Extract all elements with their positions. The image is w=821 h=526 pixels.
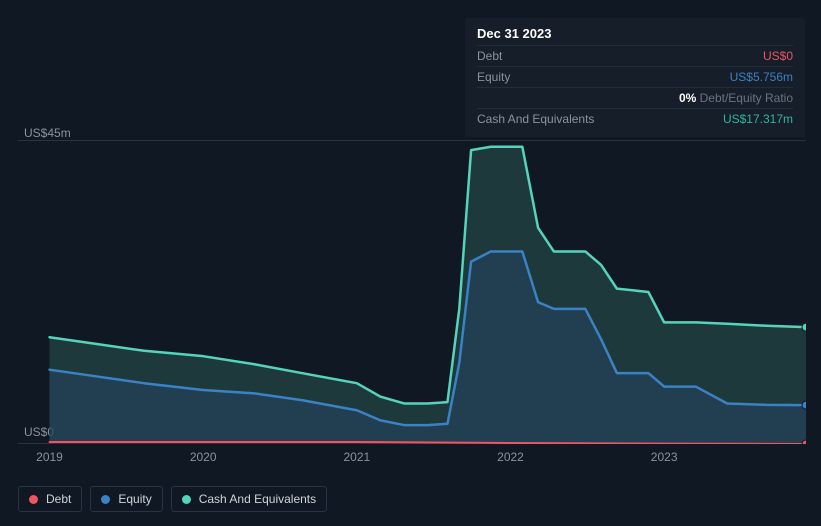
legend-label: Cash And Equivalents: [199, 492, 316, 506]
tooltip-row: Equity US$5.756m: [477, 66, 793, 87]
legend-label: Debt: [46, 492, 71, 506]
x-axis-tick: 2021: [343, 450, 370, 464]
x-axis-tick: 2020: [190, 450, 217, 464]
x-axis-tick: 2023: [651, 450, 678, 464]
tooltip-label: Equity: [477, 70, 510, 84]
tooltip-label: Cash And Equivalents: [477, 112, 594, 126]
data-tooltip: Dec 31 2023 Debt US$0 Equity US$5.756m 0% De…: [465, 18, 805, 137]
y-axis-max-label: US$45m: [24, 126, 71, 140]
legend-item-debt[interactable]: Debt: [18, 486, 82, 512]
tooltip-row: 0% Debt/Equity Ratio: [477, 87, 793, 108]
tooltip-date: Dec 31 2023: [477, 26, 793, 45]
x-axis-tick: 2022: [497, 450, 524, 464]
legend-item-equity[interactable]: Equity: [90, 486, 162, 512]
tooltip-row: Cash And Equivalents US$17.317m: [477, 108, 793, 129]
tooltip-value: US$5.756m: [730, 70, 793, 84]
tooltip-label: Debt: [477, 49, 502, 63]
legend-dot-icon: [29, 495, 38, 504]
legend-item-cash[interactable]: Cash And Equivalents: [171, 486, 327, 512]
legend: Debt Equity Cash And Equivalents: [18, 486, 327, 512]
tooltip-value: 0% Debt/Equity Ratio: [679, 91, 793, 105]
x-axis-tick: 2019: [36, 450, 63, 464]
area-chart: [18, 140, 806, 444]
legend-dot-icon: [101, 495, 110, 504]
tooltip-value: US$0: [763, 49, 793, 63]
tooltip-row: Debt US$0: [477, 45, 793, 66]
legend-label: Equity: [118, 492, 151, 506]
tooltip-value: US$17.317m: [723, 112, 793, 126]
legend-dot-icon: [182, 495, 191, 504]
